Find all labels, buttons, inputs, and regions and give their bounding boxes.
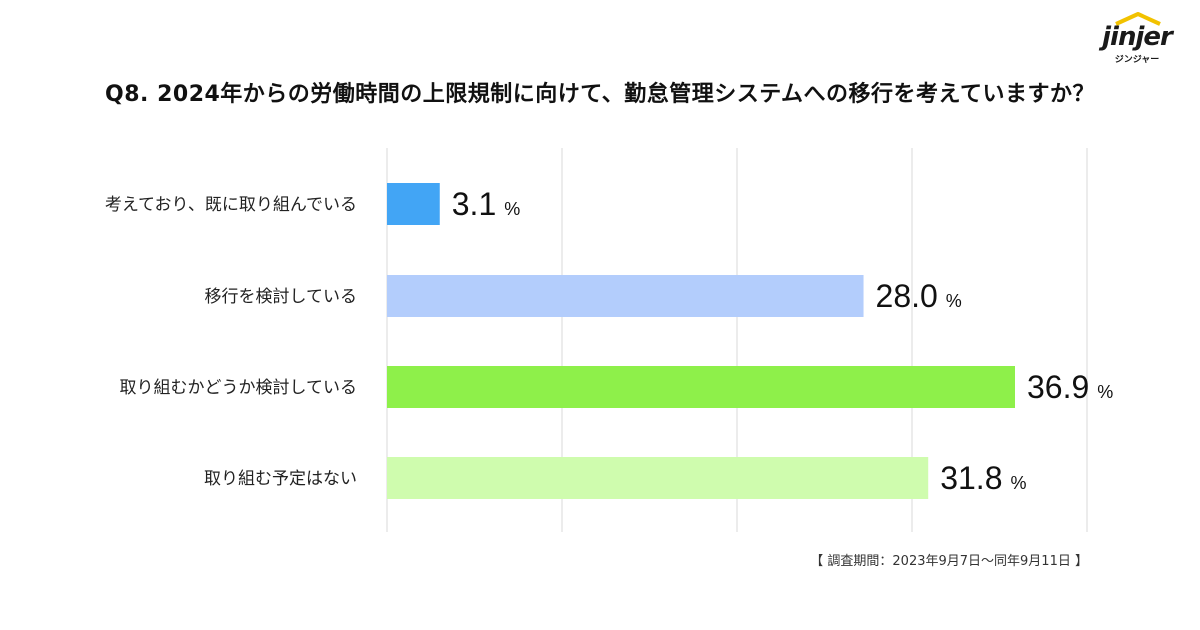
survey-period-note: 【 調査期間：2023年9月7日〜同年9月11日 】 <box>810 554 1088 569</box>
logo-roof-icon <box>1115 12 1161 26</box>
category-label: 考えており、既に取り組んでいる <box>105 195 357 215</box>
value-label: 28.0% <box>876 278 962 314</box>
category-label: 取り組むかどうか検討している <box>120 378 358 398</box>
bar <box>387 366 1015 408</box>
value-label: 36.9% <box>1027 369 1113 405</box>
value-label: 31.8% <box>940 460 1026 496</box>
chart-title: Q8. 2024年からの労働時間の上限規制に向けて、勤怠管理システムへの移行を考… <box>105 82 1095 107</box>
jinjer-logo: jinjer ジンジャー <box>1092 8 1182 72</box>
logo-wordmark: jinjer <box>1102 22 1173 52</box>
category-label: 移行を検討している <box>205 287 358 307</box>
value-label: 3.1% <box>452 186 520 222</box>
bar <box>387 457 929 499</box>
logo-subtitle: ジンジャー <box>1114 55 1160 65</box>
bar <box>387 183 440 225</box>
category-label: 取り組む予定はない <box>204 469 357 489</box>
bar <box>387 275 864 317</box>
